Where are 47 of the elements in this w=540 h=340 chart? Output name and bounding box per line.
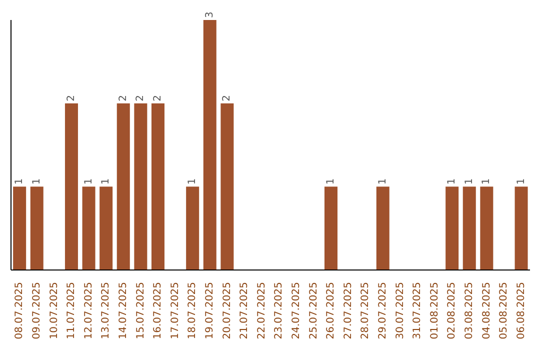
- x-tick-label: 05.08.2025: [498, 282, 510, 340]
- x-tick-label: 10.07.2025: [48, 282, 60, 340]
- x-tick-label: 28.07.2025: [360, 282, 372, 340]
- data-label: 1: [464, 178, 475, 185]
- x-tick-label: 22.07.2025: [256, 282, 268, 340]
- data-label: 1: [377, 178, 388, 185]
- data-label: 1: [31, 178, 42, 185]
- x-tick-label: 12.07.2025: [83, 282, 94, 340]
- x-tick-label: 13.07.2025: [100, 282, 112, 340]
- x-tick-label: 14.07.2025: [118, 282, 129, 340]
- x-tick-label: 15.07.2025: [135, 282, 146, 340]
- data-label: 1: [100, 178, 112, 185]
- x-tick-label: 08.07.2025: [14, 282, 26, 340]
- x-tick-label: 02.08.2025: [446, 282, 458, 340]
- x-tick-label: 29.07.2025: [377, 282, 388, 340]
- data-label: 2: [152, 94, 164, 102]
- data-label: 1: [481, 178, 492, 185]
- data-label: 1: [516, 178, 527, 185]
- x-tick-label: 31.07.2025: [412, 282, 424, 340]
- data-label: 2: [118, 94, 129, 102]
- x-tick-label: 17.07.2025: [170, 282, 181, 340]
- x-tick-label: 06.08.2025: [516, 282, 527, 340]
- x-tick-label: 30.07.2025: [394, 282, 406, 340]
- x-tick-label: 03.08.2025: [464, 282, 475, 340]
- data-label: 1: [83, 178, 94, 185]
- data-label: 3: [204, 12, 216, 18]
- x-tick-label: 09.07.2025: [31, 282, 42, 340]
- x-tick-label: 20.07.2025: [222, 282, 233, 340]
- data-label: 1: [187, 178, 198, 185]
- x-tick-label: 24.07.2025: [290, 282, 302, 340]
- x-tick-label: 21.07.2025: [239, 282, 250, 340]
- data-label: 1: [325, 178, 336, 185]
- x-tick-label: 16.07.2025: [152, 282, 164, 340]
- x-tick-label: 04.08.2025: [481, 282, 492, 340]
- data-label: 1: [14, 178, 26, 185]
- data-label: 2: [222, 94, 233, 102]
- data-label: 2: [135, 94, 146, 102]
- x-tick-label: 19.07.2025: [204, 282, 216, 340]
- x-tick-label: 27.07.2025: [342, 282, 354, 340]
- x-tick-label: 25.07.2025: [308, 282, 320, 340]
- data-label: 1: [446, 178, 458, 185]
- x-tick-label: 26.07.2025: [326, 282, 337, 340]
- x-tick-label: 01.08.2025: [429, 282, 440, 340]
- x-tick-label: 11.07.2025: [66, 282, 78, 340]
- x-tick-label: 23.07.2025: [274, 282, 285, 340]
- data-label: 2: [66, 94, 77, 102]
- x-tick-label: 18.07.2025: [187, 282, 198, 340]
